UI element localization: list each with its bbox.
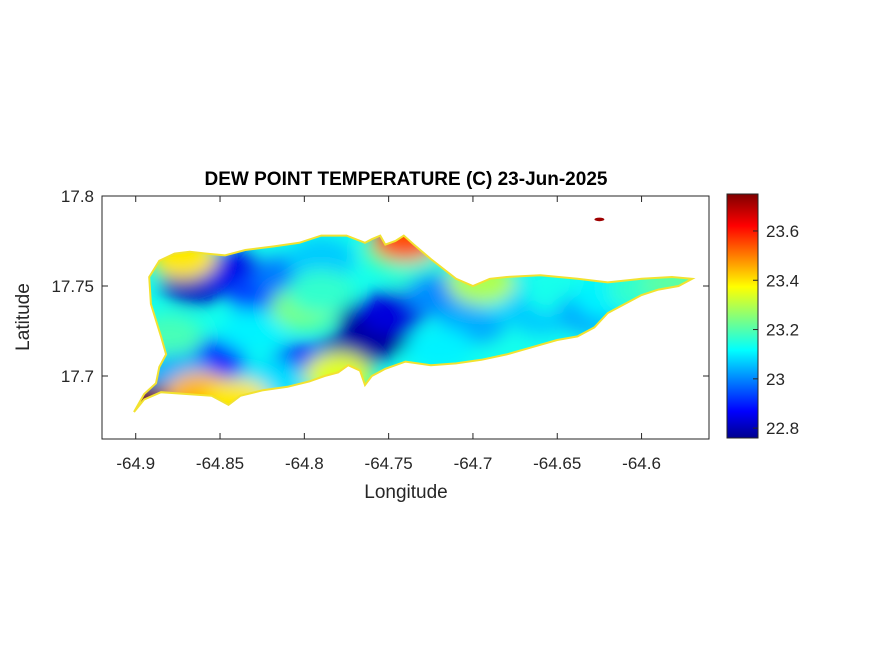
x-tick-label: -64.9 xyxy=(116,454,155,473)
colorbar xyxy=(726,193,759,439)
y-tick-label: 17.8 xyxy=(61,187,94,206)
island-coastline xyxy=(133,234,696,413)
field-sample-13 xyxy=(287,269,356,314)
x-axis: -64.9 -64.85 -64.8 -64.75 -64.7 -64.65 -64.6 xyxy=(116,196,661,473)
chart-title: DEW POINT TEMPERATURE (C) 23-Jun-2025 xyxy=(205,169,608,190)
field-sample-21 xyxy=(405,327,474,371)
field-sample-11 xyxy=(219,309,288,353)
colorbar-tick-label: 22.8 xyxy=(766,419,799,438)
x-axis-label: Longitude xyxy=(364,482,447,503)
x-tick-label: -64.75 xyxy=(365,454,413,473)
y-tick-label: 17.75 xyxy=(51,277,94,296)
colorbar-ticks: 22.8 23 23.2 23.4 23.6 xyxy=(753,222,799,438)
y-tick-label: 17.7 xyxy=(61,367,94,386)
colorbar-tick-label: 23.4 xyxy=(766,271,799,290)
x-tick-label: -64.7 xyxy=(454,454,493,473)
isolated-hotspot-mark xyxy=(594,217,605,222)
x-tick-label: -64.8 xyxy=(285,454,324,473)
colorbar-tick-label: 23 xyxy=(766,370,785,389)
y-axis: 17.7 17.75 17.8 xyxy=(51,187,709,386)
isolated-hotspot xyxy=(594,217,605,222)
plot-frame xyxy=(101,195,710,440)
colorbar-tick-label: 23.2 xyxy=(766,321,799,340)
colorbar-tick-label: 23.6 xyxy=(766,222,799,241)
field-sample-4 xyxy=(287,237,356,281)
y-axis-label: Latitude xyxy=(13,283,34,351)
x-tick-label: -64.65 xyxy=(533,454,581,473)
x-tick-label: -64.85 xyxy=(196,454,244,473)
dewpoint-field xyxy=(133,234,696,413)
x-tick-label: -64.6 xyxy=(622,454,661,473)
